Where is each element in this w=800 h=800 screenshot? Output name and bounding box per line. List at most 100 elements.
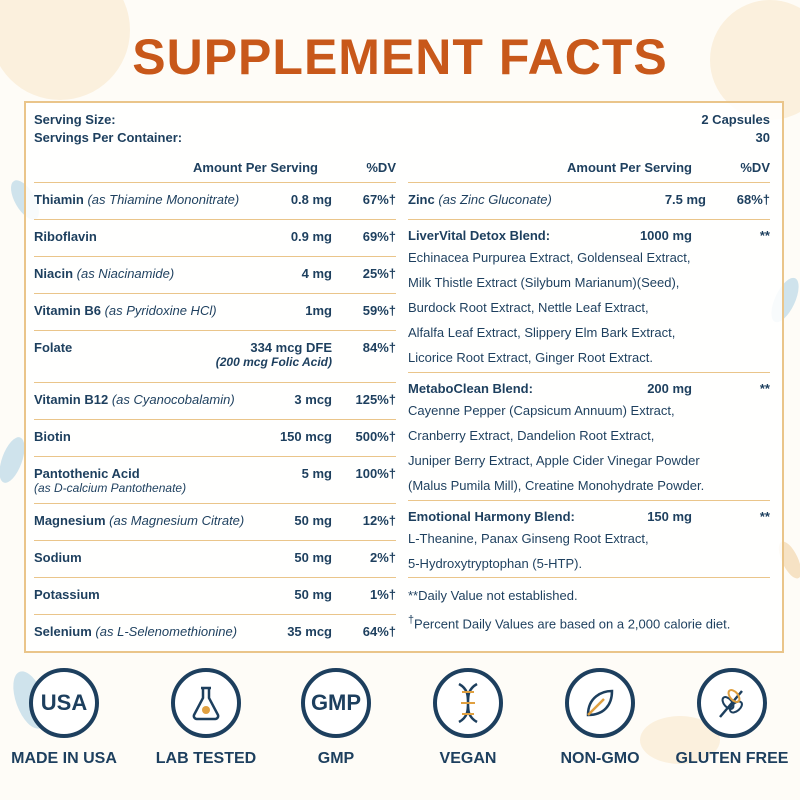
badge-label: GMP bbox=[317, 750, 355, 767]
nutrient-row: Riboflavin 0.9 mg 69%† bbox=[34, 220, 396, 257]
nutrient-row: Magnesium (as Magnesium Citrate) 50 mg 1… bbox=[34, 504, 396, 541]
nutrient-row: Potassium 50 mg 1%† bbox=[34, 578, 396, 615]
ingredient-line: Echinacea Purpurea Extract, Goldenseal E… bbox=[408, 250, 691, 265]
blend-dv: ** bbox=[759, 381, 770, 396]
nutrient-row: Pantothenic Acid (as D-calcium Pantothen… bbox=[34, 457, 396, 504]
badge-vegan: VEGAN bbox=[404, 668, 532, 768]
nutrient-name: Magnesium bbox=[34, 513, 106, 528]
nutrient-row: Sodium 50 mg 2%† bbox=[34, 541, 396, 578]
page-title: SUPPLEMENT FACTS bbox=[132, 29, 668, 85]
badge-label: LAB TESTED bbox=[155, 750, 257, 767]
ingredient-line: (Malus Pumila Mill), Creatine Monohydrat… bbox=[408, 478, 705, 493]
badge-made-in-usa: USA MADE IN USA bbox=[0, 668, 128, 768]
blend-emotional-harmony: Emotional Harmony Blend: 150 mg ** L-The… bbox=[408, 501, 770, 578]
blend-livervital: LiverVital Detox Blend: 1000 mg ** Echin… bbox=[408, 220, 770, 373]
serving-size-label: Serving Size: bbox=[34, 112, 116, 127]
nutrient-amount: 3 mcg bbox=[294, 392, 332, 407]
ingredient-line: Licorice Root Extract, Ginger Root Extra… bbox=[408, 350, 653, 365]
right-column: Amount Per Serving %DV Zinc (as Zinc Glu… bbox=[408, 153, 770, 636]
dna-icon bbox=[433, 668, 503, 738]
nutrient-dv: 1%† bbox=[369, 587, 396, 602]
nutrient-source: (as L-Selenomethionine) bbox=[95, 624, 238, 639]
nutrient-dv: 125%† bbox=[355, 392, 396, 407]
badge-non-gmo: NON-GMO bbox=[536, 668, 664, 768]
usa-icon-text: USA bbox=[40, 690, 88, 715]
supplement-facts-panel: Serving Size: 2 Capsules Servings Per Co… bbox=[24, 101, 784, 653]
dv-header: %DV bbox=[366, 160, 396, 175]
left-column: Amount Per Serving %DV Thiamin (as Thiam… bbox=[34, 153, 396, 652]
nutrient-name: Zinc bbox=[408, 192, 435, 207]
dagger-symbol: † bbox=[408, 614, 415, 626]
blend-ingredients: Cayenne Pepper (Capsicum Annuum) Extract… bbox=[408, 398, 770, 498]
blend-dv: ** bbox=[759, 509, 770, 524]
nutrient-dv: 84%† bbox=[362, 340, 396, 355]
ingredient-line: Alfalfa Leaf Extract, Slippery Elm Bark … bbox=[408, 325, 676, 340]
badge-gluten-free: GLUTEN FREE bbox=[668, 668, 796, 768]
amount-per-serving-header: Amount Per Serving bbox=[193, 160, 318, 175]
ingredient-line: L-Theanine, Panax Ginseng Root Extract, bbox=[408, 531, 649, 546]
nutrient-dv: 100%† bbox=[355, 466, 396, 481]
nutrient-row: Biotin 150 mcg 500%† bbox=[34, 420, 396, 457]
nutrient-dv: 69%† bbox=[362, 229, 396, 244]
nutrient-name: Potassium bbox=[34, 587, 100, 602]
nutrient-amount: 5 mg bbox=[301, 466, 332, 481]
ingredient-line: Cayenne Pepper (Capsicum Annuum) Extract… bbox=[408, 403, 675, 418]
certification-badges: USA MADE IN USA LAB TESTED GMP GMP VEGAN… bbox=[0, 668, 800, 788]
servings-per-container-value: 30 bbox=[755, 130, 770, 145]
nutrient-row: Folate 334 mcg DFE (200 mcg Folic Acid) … bbox=[34, 331, 396, 383]
blend-name: MetaboClean Blend: bbox=[408, 381, 533, 396]
badge-label: VEGAN bbox=[439, 750, 497, 767]
nutrient-amount: 0.8 mg bbox=[290, 192, 332, 207]
serving-info: Serving Size: 2 Capsules Servings Per Co… bbox=[34, 111, 770, 147]
nutrient-source: (as Pyridoxine HCl) bbox=[104, 303, 217, 318]
blend-amount: 200 mg bbox=[647, 381, 692, 396]
nutrient-name: Folate bbox=[34, 340, 73, 355]
blend-ingredients: Echinacea Purpurea Extract, Goldenseal E… bbox=[408, 245, 770, 370]
nutrient-row-zinc: Zinc (as Zinc Gluconate) 7.5 mg 68%† bbox=[408, 183, 770, 220]
right-column-header: Amount Per Serving %DV bbox=[408, 153, 770, 183]
blend-amount: 1000 mg bbox=[639, 228, 692, 243]
badge-label: NON-GMO bbox=[560, 750, 640, 767]
blend-metaboclean: MetaboClean Blend: 200 mg ** Cayenne Pep… bbox=[408, 373, 770, 501]
nutrient-source: (as D-calcium Pantothenate) bbox=[34, 481, 187, 495]
nutrient-amount: 50 mg bbox=[294, 587, 332, 602]
nutrient-amount: 334 mcg DFE bbox=[250, 340, 332, 355]
nutrient-dv: 2%† bbox=[369, 550, 396, 565]
serving-size-value: 2 Capsules bbox=[701, 112, 770, 127]
nutrient-amount: 50 mg bbox=[294, 550, 332, 565]
ingredient-line: Burdock Root Extract, Nettle Leaf Extrac… bbox=[408, 300, 649, 315]
nutrient-row: Vitamin B6 (as Pyridoxine HCl) 1mg 59%† bbox=[34, 294, 396, 331]
nutrient-name: Niacin bbox=[34, 266, 74, 281]
badge-label: MADE IN USA bbox=[11, 750, 117, 767]
blend-dv: ** bbox=[759, 228, 770, 243]
nutrient-row: Thiamin (as Thiamine Mononitrate) 0.8 mg… bbox=[34, 183, 396, 220]
nutrient-dv: 67%† bbox=[362, 192, 396, 207]
nutrient-dv: 25%† bbox=[362, 266, 396, 281]
left-column-header: Amount Per Serving %DV bbox=[34, 153, 396, 183]
nutrient-name: Thiamin bbox=[34, 192, 84, 207]
nutrient-amount-note: (200 mcg Folic Acid) bbox=[215, 355, 332, 369]
nutrient-source: (as Magnesium Citrate) bbox=[109, 513, 245, 528]
percent-dv-footnote: †Percent Daily Values are based on a 2,0… bbox=[408, 608, 770, 636]
nutrient-amount: 1mg bbox=[305, 303, 332, 318]
nutrient-source: (as Thiamine Mononitrate) bbox=[87, 192, 240, 207]
nutrient-amount: 150 mcg bbox=[279, 429, 332, 444]
servings-per-container-label: Servings Per Container: bbox=[34, 130, 183, 145]
gmp-icon-text: GMP bbox=[310, 690, 362, 715]
nutrient-dv: 59%† bbox=[362, 303, 396, 318]
ingredient-line: Cranberry Extract, Dandelion Root Extrac… bbox=[408, 428, 655, 443]
dv-header: %DV bbox=[740, 160, 770, 175]
blend-name: LiverVital Detox Blend: bbox=[408, 228, 551, 243]
amount-per-serving-header: Amount Per Serving bbox=[567, 160, 692, 175]
nutrient-amount: 0.9 mg bbox=[290, 229, 332, 244]
badge-lab-tested: LAB TESTED bbox=[142, 668, 270, 768]
nutrient-row: Selenium (as L-Selenomethionine) 35 mcg … bbox=[34, 615, 396, 652]
nutrient-name: Biotin bbox=[34, 429, 71, 444]
nutrient-dv: 500%† bbox=[355, 429, 396, 444]
nutrient-name: Pantothenic Acid bbox=[34, 466, 140, 481]
nutrient-name: Vitamin B12 bbox=[34, 392, 109, 407]
ingredient-line: Milk Thistle Extract (Silybum Marianum)(… bbox=[408, 275, 680, 290]
nutrient-source: (as Cyanocobalamin) bbox=[111, 392, 235, 407]
blend-amount: 150 mg bbox=[647, 509, 692, 524]
percent-dv-text: Percent Daily Values are based on a 2,00… bbox=[414, 616, 731, 632]
